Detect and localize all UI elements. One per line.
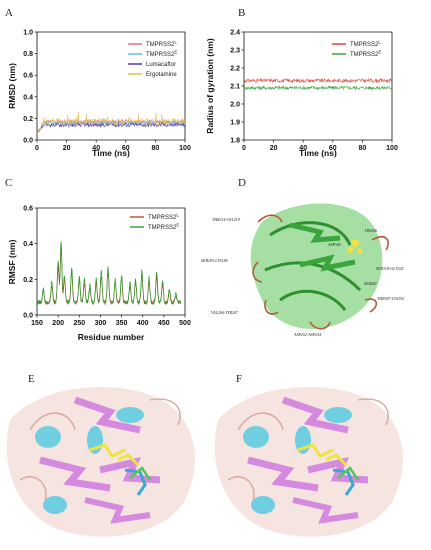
panel-letter-e: E	[28, 373, 35, 385]
x-tick-label: 250	[73, 320, 85, 327]
legend-entry: TMPRSS2L	[148, 213, 179, 222]
panel-letter-f: F	[236, 373, 242, 385]
panel-c: C 150 200 250 300 350 400 450 500 0.0 0.2 0.4 0.6 R…	[5, 177, 191, 342]
x-tick-label: 450	[158, 320, 170, 327]
rmsf-ticks: 150 200 250 300 350 400 450 500 0.0 0.2 0.4 0.6	[23, 206, 191, 328]
x-tick-label: 200	[52, 320, 64, 327]
y-tick-label: 0.6	[23, 73, 33, 80]
y-tick-label: 0.0	[23, 138, 33, 145]
series-line	[243, 85, 393, 91]
rg-y-axis-label: Radius of gyration (nm)	[205, 38, 215, 134]
panel-letter-a: A	[5, 7, 13, 19]
label-val200: VAL200-TYR207	[211, 310, 239, 315]
rmsd-y-axis-label: RMSD (nm)	[7, 63, 17, 109]
x-tick-label: 40	[92, 145, 100, 152]
y-tick-label: 2.4	[230, 30, 240, 37]
x-tick-label: 0	[35, 145, 39, 152]
y-tick-label: 0.2	[23, 277, 33, 284]
y-tick-label: 1.9	[230, 120, 240, 127]
panel-letter-b: B	[238, 7, 245, 19]
panel-letter-d: D	[238, 177, 246, 189]
label-asp345: ASP345	[327, 242, 341, 247]
legend-entry: TMPRSS2E	[146, 50, 177, 59]
y-tick-label: 0.4	[23, 241, 33, 248]
legend-entry: TMPRSS2L	[350, 40, 381, 49]
x-tick-label: 100	[179, 145, 191, 152]
rmsf-x-axis-label: Residue number	[78, 332, 145, 342]
label-ser183: SER183-LYS186	[201, 258, 228, 263]
label-thr214: THR214-VAL219	[212, 217, 240, 222]
rg-series	[243, 77, 393, 91]
rmsd-ticks: 0 20 40 60 80 100 0.0 0.2 0.4 0.6 0.8 1.0	[23, 30, 191, 153]
legend-entry: TMPRSS2L	[146, 40, 177, 49]
rmsd-series	[36, 112, 186, 135]
x-tick-label: 0	[242, 145, 246, 152]
x-tick-label: 500	[179, 320, 191, 327]
legend-entry: TMPRSS2E	[350, 50, 381, 59]
legend-entry: Ergotamine	[146, 72, 177, 78]
x-tick-label: 150	[31, 320, 43, 327]
y-tick-label: 0.8	[23, 51, 33, 58]
rmsf-axes	[36, 207, 186, 316]
label-thr387: THR387-LYS392	[377, 296, 404, 301]
label-his296: HIS296	[364, 228, 377, 233]
label-asp252: ASP252-ASP254	[293, 332, 321, 337]
panel-d: D THR214-VAL219 HIS296 ASP345 SER318-GLY…	[201, 177, 404, 337]
label-ser441: SER441	[364, 281, 377, 286]
series-line	[36, 241, 182, 306]
y-tick-label: 0.2	[23, 116, 33, 123]
y-tick-label: 1.8	[230, 138, 240, 145]
series-line	[36, 121, 186, 135]
protein-cartoon-d	[250, 203, 389, 330]
y-tick-label: 2.2	[230, 66, 240, 73]
protein-cartoon-e	[6, 387, 195, 537]
protein-cartoon-f	[214, 387, 403, 537]
y-tick-label: 0.4	[23, 94, 33, 101]
series-line	[243, 77, 393, 84]
panel-a: A 0 20 40 60 80 100 0.0 0.2 0.4 0.6 0.8 1.0 Time (n…	[5, 7, 191, 158]
legend-entry: TMPRSS2E	[148, 223, 179, 232]
rmsf-y-axis-label: RMSF (nm)	[7, 239, 17, 284]
x-tick-label: 80	[359, 145, 367, 152]
panel-letter-c: C	[5, 177, 12, 189]
rg-axes	[243, 31, 393, 141]
y-tick-label: 0.6	[23, 206, 33, 213]
rmsf-series	[36, 241, 182, 306]
panel-b: B 0 20 40 60 80 100 1.8 1.9 2.0 2.1 2.2 2.3 2.4 Time…	[205, 7, 398, 158]
rg-x-axis-label: Time (ns)	[299, 148, 337, 158]
x-tick-label: 60	[122, 145, 130, 152]
x-tick-label: 20	[63, 145, 71, 152]
x-tick-label: 350	[116, 320, 128, 327]
y-tick-label: 2.0	[230, 102, 240, 109]
x-tick-label: 40	[299, 145, 307, 152]
panel-f: F	[214, 373, 403, 537]
rmsd-x-axis-label: Time (ns)	[92, 148, 130, 158]
y-tick-label: 2.1	[230, 84, 240, 91]
x-tick-label: 60	[329, 145, 337, 152]
x-tick-label: 20	[270, 145, 278, 152]
series-line	[36, 112, 186, 134]
y-tick-label: 0.0	[23, 313, 33, 320]
x-tick-label: 100	[386, 145, 398, 152]
x-tick-label: 300	[95, 320, 107, 327]
y-tick-label: 2.3	[230, 48, 240, 55]
legend-entry: Lumacaftor	[146, 62, 176, 68]
x-tick-label: 80	[152, 145, 160, 152]
rg-ticks: 0 20 40 60 80 100 1.8 1.9 2.0 2.1 2.2 2.3 2.4	[230, 30, 398, 153]
panel-e: E	[6, 373, 195, 537]
x-tick-label: 400	[137, 320, 149, 327]
label-ser318: SER318-GLY325	[376, 266, 403, 271]
y-tick-label: 1.0	[23, 30, 33, 37]
